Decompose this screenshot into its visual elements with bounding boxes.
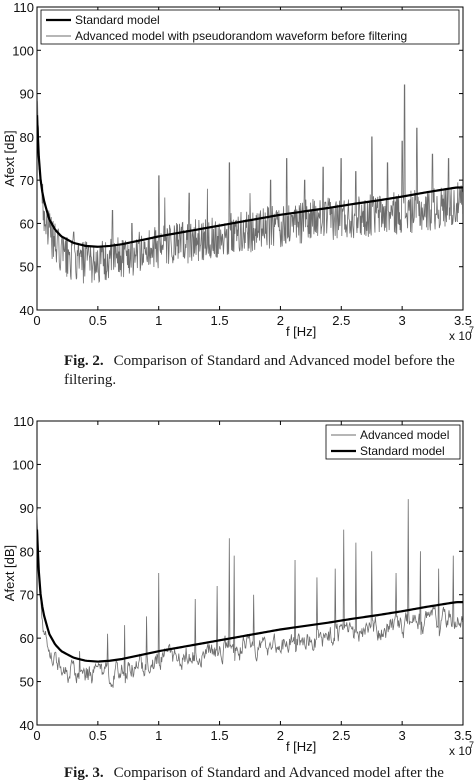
x-tick-label: 0 (33, 728, 40, 743)
y-axis-label: Afext [dB] (2, 545, 17, 601)
x-tick-label: 3.5 (454, 728, 472, 743)
series-line-standard (37, 529, 463, 663)
y-tick-label: 90 (20, 87, 34, 102)
legend-label: Advanced model with pseudorandom wavefor… (75, 29, 407, 43)
series-line-advanced (37, 84, 463, 284)
legend-box (40, 9, 460, 45)
figure-2-text: Comparison of Standard and Advanced mode… (64, 353, 455, 388)
x-tick-label: 1 (155, 728, 162, 743)
series-line-advanced (37, 499, 463, 688)
x-tick-label: 1.5 (211, 728, 229, 743)
x-tick-label: 3 (399, 728, 406, 743)
x-tick-label: 3 (399, 313, 406, 328)
x-multiplier-label: x 10 (449, 744, 472, 757)
y-tick-label: 90 (20, 501, 34, 516)
legend-label: Advanced model (360, 428, 449, 442)
x-tick-label: 0.5 (89, 313, 107, 328)
y-tick-label: 100 (12, 457, 34, 472)
plot-frame (36, 6, 464, 311)
x-multiplier-exponent: 7 (469, 740, 474, 750)
y-tick-label: 50 (20, 260, 34, 275)
y-axis-label: Afext [dB] (2, 130, 17, 186)
y-tick-label: 70 (20, 588, 34, 603)
x-tick-label: 2 (277, 313, 284, 328)
series-line-standard (37, 115, 463, 248)
x-axis-label: f [Hz] (286, 324, 316, 339)
x-tick-label: 0 (33, 313, 40, 328)
y-tick-label: 40 (20, 303, 34, 318)
y-tick-label: 40 (20, 718, 34, 733)
x-axis-label: f [Hz] (286, 739, 316, 754)
x-tick-label: 1.5 (211, 313, 229, 328)
legend-label: Standard model (75, 13, 160, 27)
x-tick-label: 2.5 (332, 313, 350, 328)
x-multiplier-label: x 10 (449, 329, 472, 340)
figure-3-caption: Fig. 3. Comparison of Standard and Advanc… (64, 764, 464, 783)
legend-box (325, 424, 461, 460)
plot-frame (36, 420, 464, 726)
x-tick-label: 1 (155, 313, 162, 328)
x-multiplier-exponent: 7 (469, 325, 474, 335)
y-tick-label: 80 (20, 130, 34, 145)
x-tick-label: 2 (277, 728, 284, 743)
figure-3-text: Comparison of Standard and Advanced mode… (113, 765, 444, 781)
figure-2-caption: Fig. 2. Comparison of Standard and Advanc… (64, 352, 464, 390)
y-tick-label: 60 (20, 631, 34, 646)
figure-3-label: Fig. 3. (64, 765, 104, 781)
y-tick-label: 110 (13, 414, 34, 429)
x-tick-label: 3.5 (454, 313, 472, 328)
y-tick-label: 110 (13, 0, 34, 15)
y-tick-label: 100 (12, 43, 34, 58)
chart-fig3: 0 0.5 1 1.5 2 2.5 3 3.5 40 50 60 70 80 90 100 110 f [Hz]… (2, 414, 474, 757)
y-tick-label: 50 (20, 675, 34, 690)
y-tick-label: 60 (20, 216, 34, 231)
chart-fig2: 0 0.5 1 1.5 2 2.5 3 3.5 40 50 60 70 80 90 100 110 f [Hz]… (2, 0, 474, 340)
figure-2-label: Fig. 2. (64, 353, 104, 369)
legend-label: Standard model (360, 444, 445, 458)
x-tick-label: 0.5 (89, 728, 107, 743)
y-tick-label: 70 (20, 173, 34, 188)
x-tick-label: 2.5 (332, 728, 350, 743)
y-tick-label: 80 (20, 544, 34, 559)
